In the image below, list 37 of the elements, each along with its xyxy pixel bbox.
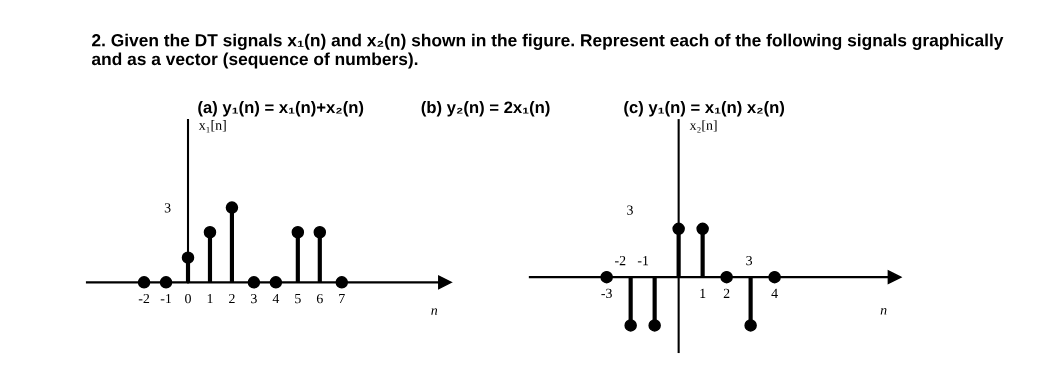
x-tick-label: 2 [229,293,235,304]
y-axis-title: x₁[n] [198,120,226,133]
x-tick-label: 2 [723,288,730,298]
x-tick-label: 0 [185,293,191,304]
x-tick-label: 5 [295,294,301,304]
text: (b) y₂(n) = 2x₁(n) [421,100,550,117]
x-tick-label: 4 [272,293,280,304]
point [137,276,151,289]
point [291,226,305,239]
y-axis-title: x₂[n] [689,120,717,133]
text: (c) y₁(n) = x₁(n) x₂(n) [624,100,785,117]
point [225,201,239,214]
annotation: -1 [637,255,649,266]
x-tick-label: 4 [771,288,778,298]
point [181,251,195,264]
point [269,276,283,289]
text: (a) y₁(n) = x₁(n)+x₂(n) [198,100,364,117]
x-axis-title: n [431,308,438,315]
x-axis-title: n [880,308,887,315]
point [335,276,349,289]
annotation: -2 [615,255,626,266]
point [159,276,173,289]
annotation: 3 [164,203,171,213]
point [247,276,261,289]
x-tick-label: -2 [138,293,150,304]
x-tick-label: -1 [160,293,171,304]
text: 2. Given the DT signals x₁(n) and x₂(n) shown in the figure. Represent each of the following signals graphically and as a vector (sequence of numbers). [91,33,1004,69]
text: 3 [627,205,633,215]
point [313,226,327,239]
x-tick-label: 7 [339,294,345,304]
x-tick-label: 1 [207,293,213,304]
x-tick-label: 1 [700,288,706,298]
x-tick-label: 3 [251,293,257,304]
x-tick-label: 6 [316,293,323,304]
annotation: 3 [746,255,753,266]
x-tick-label: -3 [601,288,612,299]
point [203,226,217,239]
